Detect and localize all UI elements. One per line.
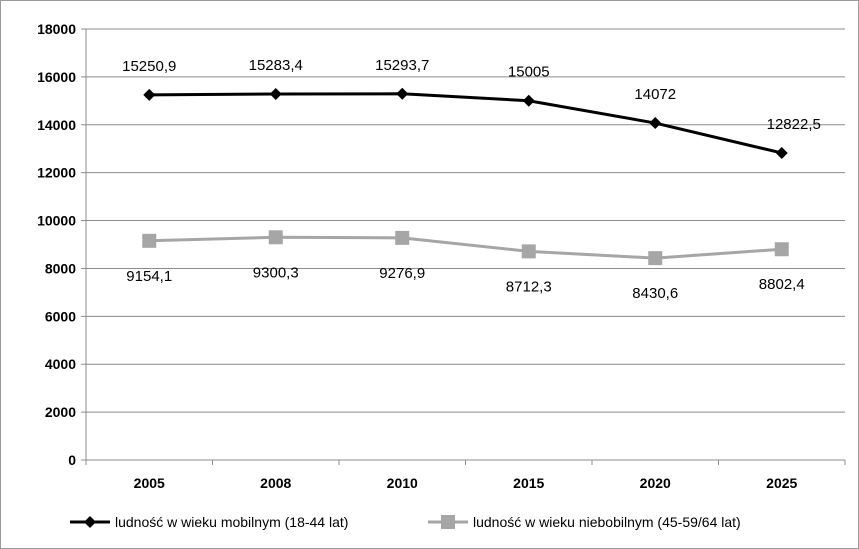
data-point: [268, 230, 283, 245]
data-label: 15005: [508, 64, 550, 81]
data-label: 15250,9: [122, 58, 176, 75]
legend-label: ludność w wieku niebobilnym (45-59/64 la…: [473, 514, 741, 530]
series-line: [149, 92, 783, 155]
data-label: 12822,5: [767, 116, 821, 133]
y-tick-label: 4000: [45, 356, 76, 372]
series-line: [149, 235, 782, 260]
data-point: [143, 88, 156, 101]
y-tick-label: 14000: [37, 117, 76, 133]
x-tick-label: 2008: [260, 475, 291, 491]
data-point: [648, 251, 663, 266]
data-point: [269, 88, 282, 101]
legend-marker: [441, 515, 455, 529]
data-point: [142, 233, 157, 248]
data-point: [649, 117, 662, 130]
data-label: 9154,1: [126, 268, 172, 285]
legend-marker: [84, 516, 96, 528]
data-label: 8802,4: [759, 276, 805, 293]
data-point: [396, 87, 409, 100]
y-tick-label: 8000: [45, 260, 76, 276]
x-tick-label: 2010: [387, 475, 418, 491]
data-label: 15283,4: [249, 57, 303, 74]
x-tick-label: 2020: [640, 475, 671, 491]
y-tick-label: 10000: [37, 213, 76, 229]
y-tick-label: 2000: [45, 404, 76, 420]
y-tick-label: 16000: [37, 69, 76, 85]
data-label: 14072: [634, 86, 676, 103]
y-tick-label: 18000: [37, 21, 76, 37]
data-point: [774, 242, 789, 257]
x-tick-label: 2025: [766, 475, 797, 491]
data-point: [395, 230, 410, 245]
x-tick-label: 2005: [134, 475, 165, 491]
data-label: 8712,3: [506, 278, 552, 295]
data-label: 9276,9: [379, 265, 425, 282]
data-point: [522, 94, 535, 107]
y-tick-label: 6000: [45, 308, 76, 324]
x-tick-label: 2015: [513, 475, 544, 491]
data-label: 15293,7: [375, 57, 429, 74]
legend-label: ludność w wieku mobilnym (18-44 lat): [115, 514, 348, 530]
data-label: 9300,3: [253, 264, 299, 281]
y-tick-label: 0: [68, 452, 76, 468]
data-label: 8430,6: [632, 285, 678, 302]
data-point: [775, 146, 788, 159]
y-tick-label: 12000: [37, 165, 76, 181]
data-point: [521, 244, 536, 259]
